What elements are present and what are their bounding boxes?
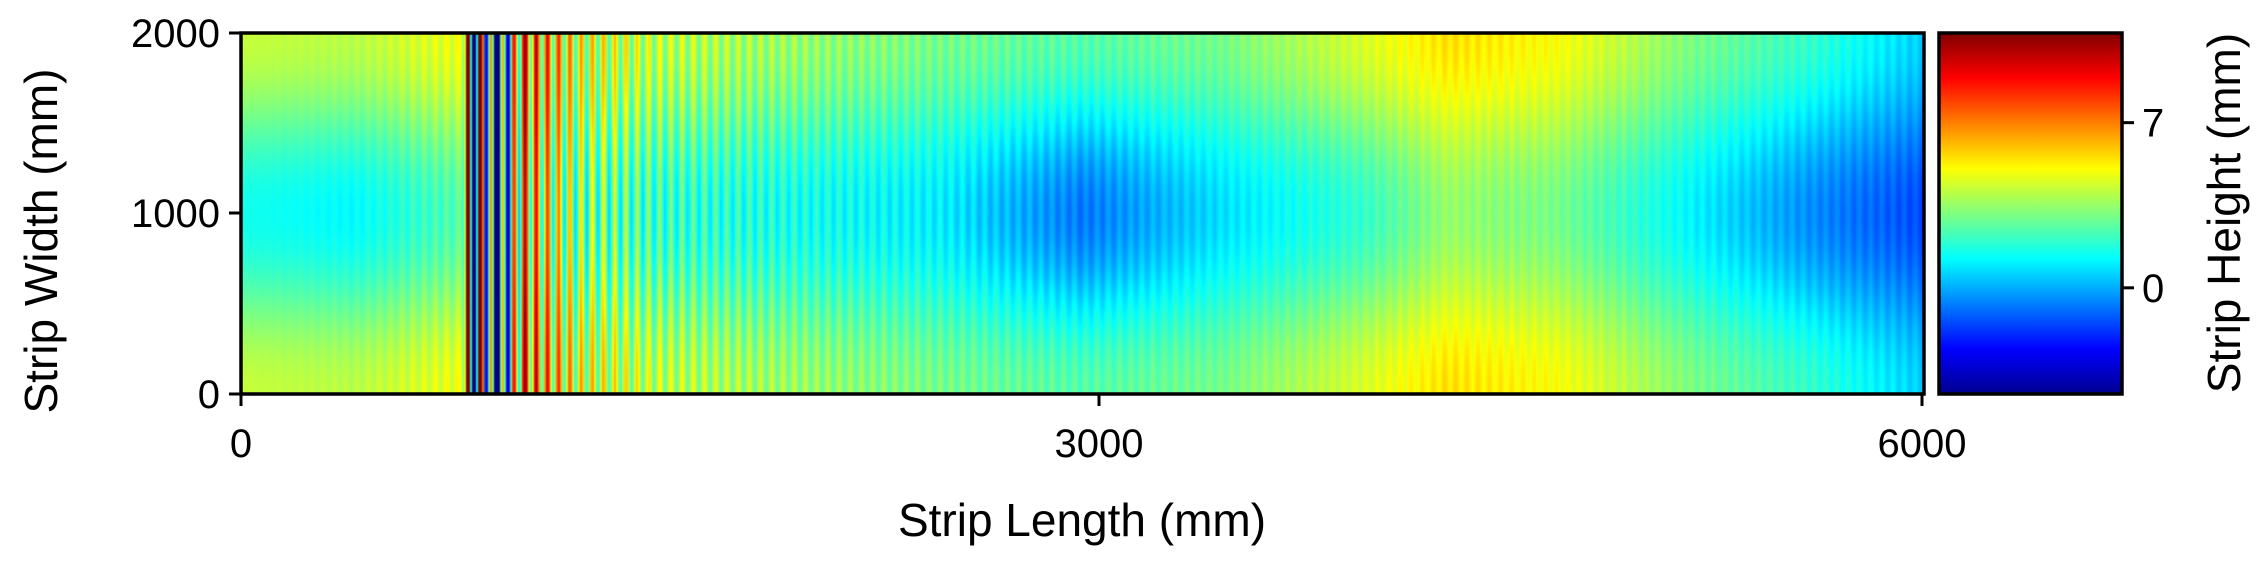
colorbar: 7 0 Strip Height (mm) <box>1937 31 2250 396</box>
colorbar-gradient <box>1939 33 2122 394</box>
y-tick-label-1000: 1000 <box>131 192 220 236</box>
heatmap-image <box>242 33 1924 394</box>
heatmap-area <box>239 31 1926 396</box>
x-tick-label-6000: 6000 <box>1878 422 1967 466</box>
colorbar-frame <box>1937 31 2124 396</box>
x-axis-label: Strip Length (mm) <box>898 494 1266 546</box>
y-tick-label-0: 0 <box>198 373 220 417</box>
y-axis: 2000 1000 0 Strip Width (mm) <box>15 12 241 417</box>
x-tick-label-0: 0 <box>230 422 252 466</box>
colorbar-tick-label-7: 7 <box>2142 102 2164 146</box>
colorbar-label: Strip Height (mm) <box>2198 33 2250 393</box>
y-tick-label-2000: 2000 <box>131 12 220 56</box>
colorbar-tick-label-0: 0 <box>2142 267 2164 311</box>
y-axis-label: Strip Width (mm) <box>15 69 67 414</box>
x-axis: 0 3000 6000 Strip Length (mm) <box>230 394 1967 546</box>
x-tick-label-3000: 3000 <box>1055 422 1144 466</box>
